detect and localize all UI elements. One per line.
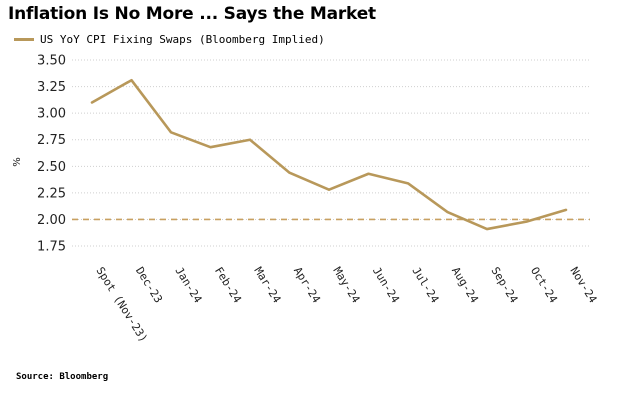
x-tick-label: Apr-24: [291, 265, 323, 306]
x-tick-label: Jan-24: [172, 265, 204, 306]
x-tick-label: Aug-24: [449, 265, 481, 306]
x-tick-label: Dec-23: [133, 265, 165, 306]
y-tick-label: 2.50: [37, 160, 66, 175]
x-tick-label: Jun-24: [370, 265, 402, 306]
y-tick-label: 1.75: [37, 240, 66, 255]
chart-title: Inflation Is No More ... Says the Market: [8, 4, 376, 24]
legend: US YoY CPI Fixing Swaps (Bloomberg Impli…: [14, 33, 325, 46]
x-tick-label: Oct-24: [528, 265, 560, 306]
legend-label: US YoY CPI Fixing Swaps (Bloomberg Impli…: [40, 33, 325, 46]
x-axis: Spot (Nov-23)Dec-23 Jan-24 Feb-24 Mar-24 Apr…: [93, 265, 599, 345]
y-tick-label: 2.75: [37, 133, 66, 148]
y-axis: 3.50 3.25 3.00 2.75 2.50 2.25 2.00 1.75: [37, 54, 66, 255]
grid-lines: [72, 59, 590, 247]
series-group: [90, 78, 568, 231]
y-tick-label: 3.00: [37, 107, 66, 122]
legend-swatch: [14, 38, 34, 41]
y-tick-label: 3.25: [37, 80, 66, 95]
y-tick-label: 2.00: [37, 213, 66, 228]
x-tick-label: Feb-24: [212, 265, 244, 306]
source-note: Source: Bloomberg: [16, 372, 109, 382]
x-tick-label: Jul-24: [409, 265, 441, 306]
y-tick-label: 3.50: [37, 54, 66, 69]
x-tick-label: Nov-24: [567, 265, 599, 306]
x-tick-label: Mar-24: [251, 265, 283, 306]
y-tick-label: 2.25: [37, 186, 66, 201]
x-tick-label: May-24: [330, 265, 362, 306]
series-line: [90, 78, 568, 231]
x-tick-label: Sep-24: [488, 265, 520, 306]
y-axis-label: %: [12, 157, 23, 167]
